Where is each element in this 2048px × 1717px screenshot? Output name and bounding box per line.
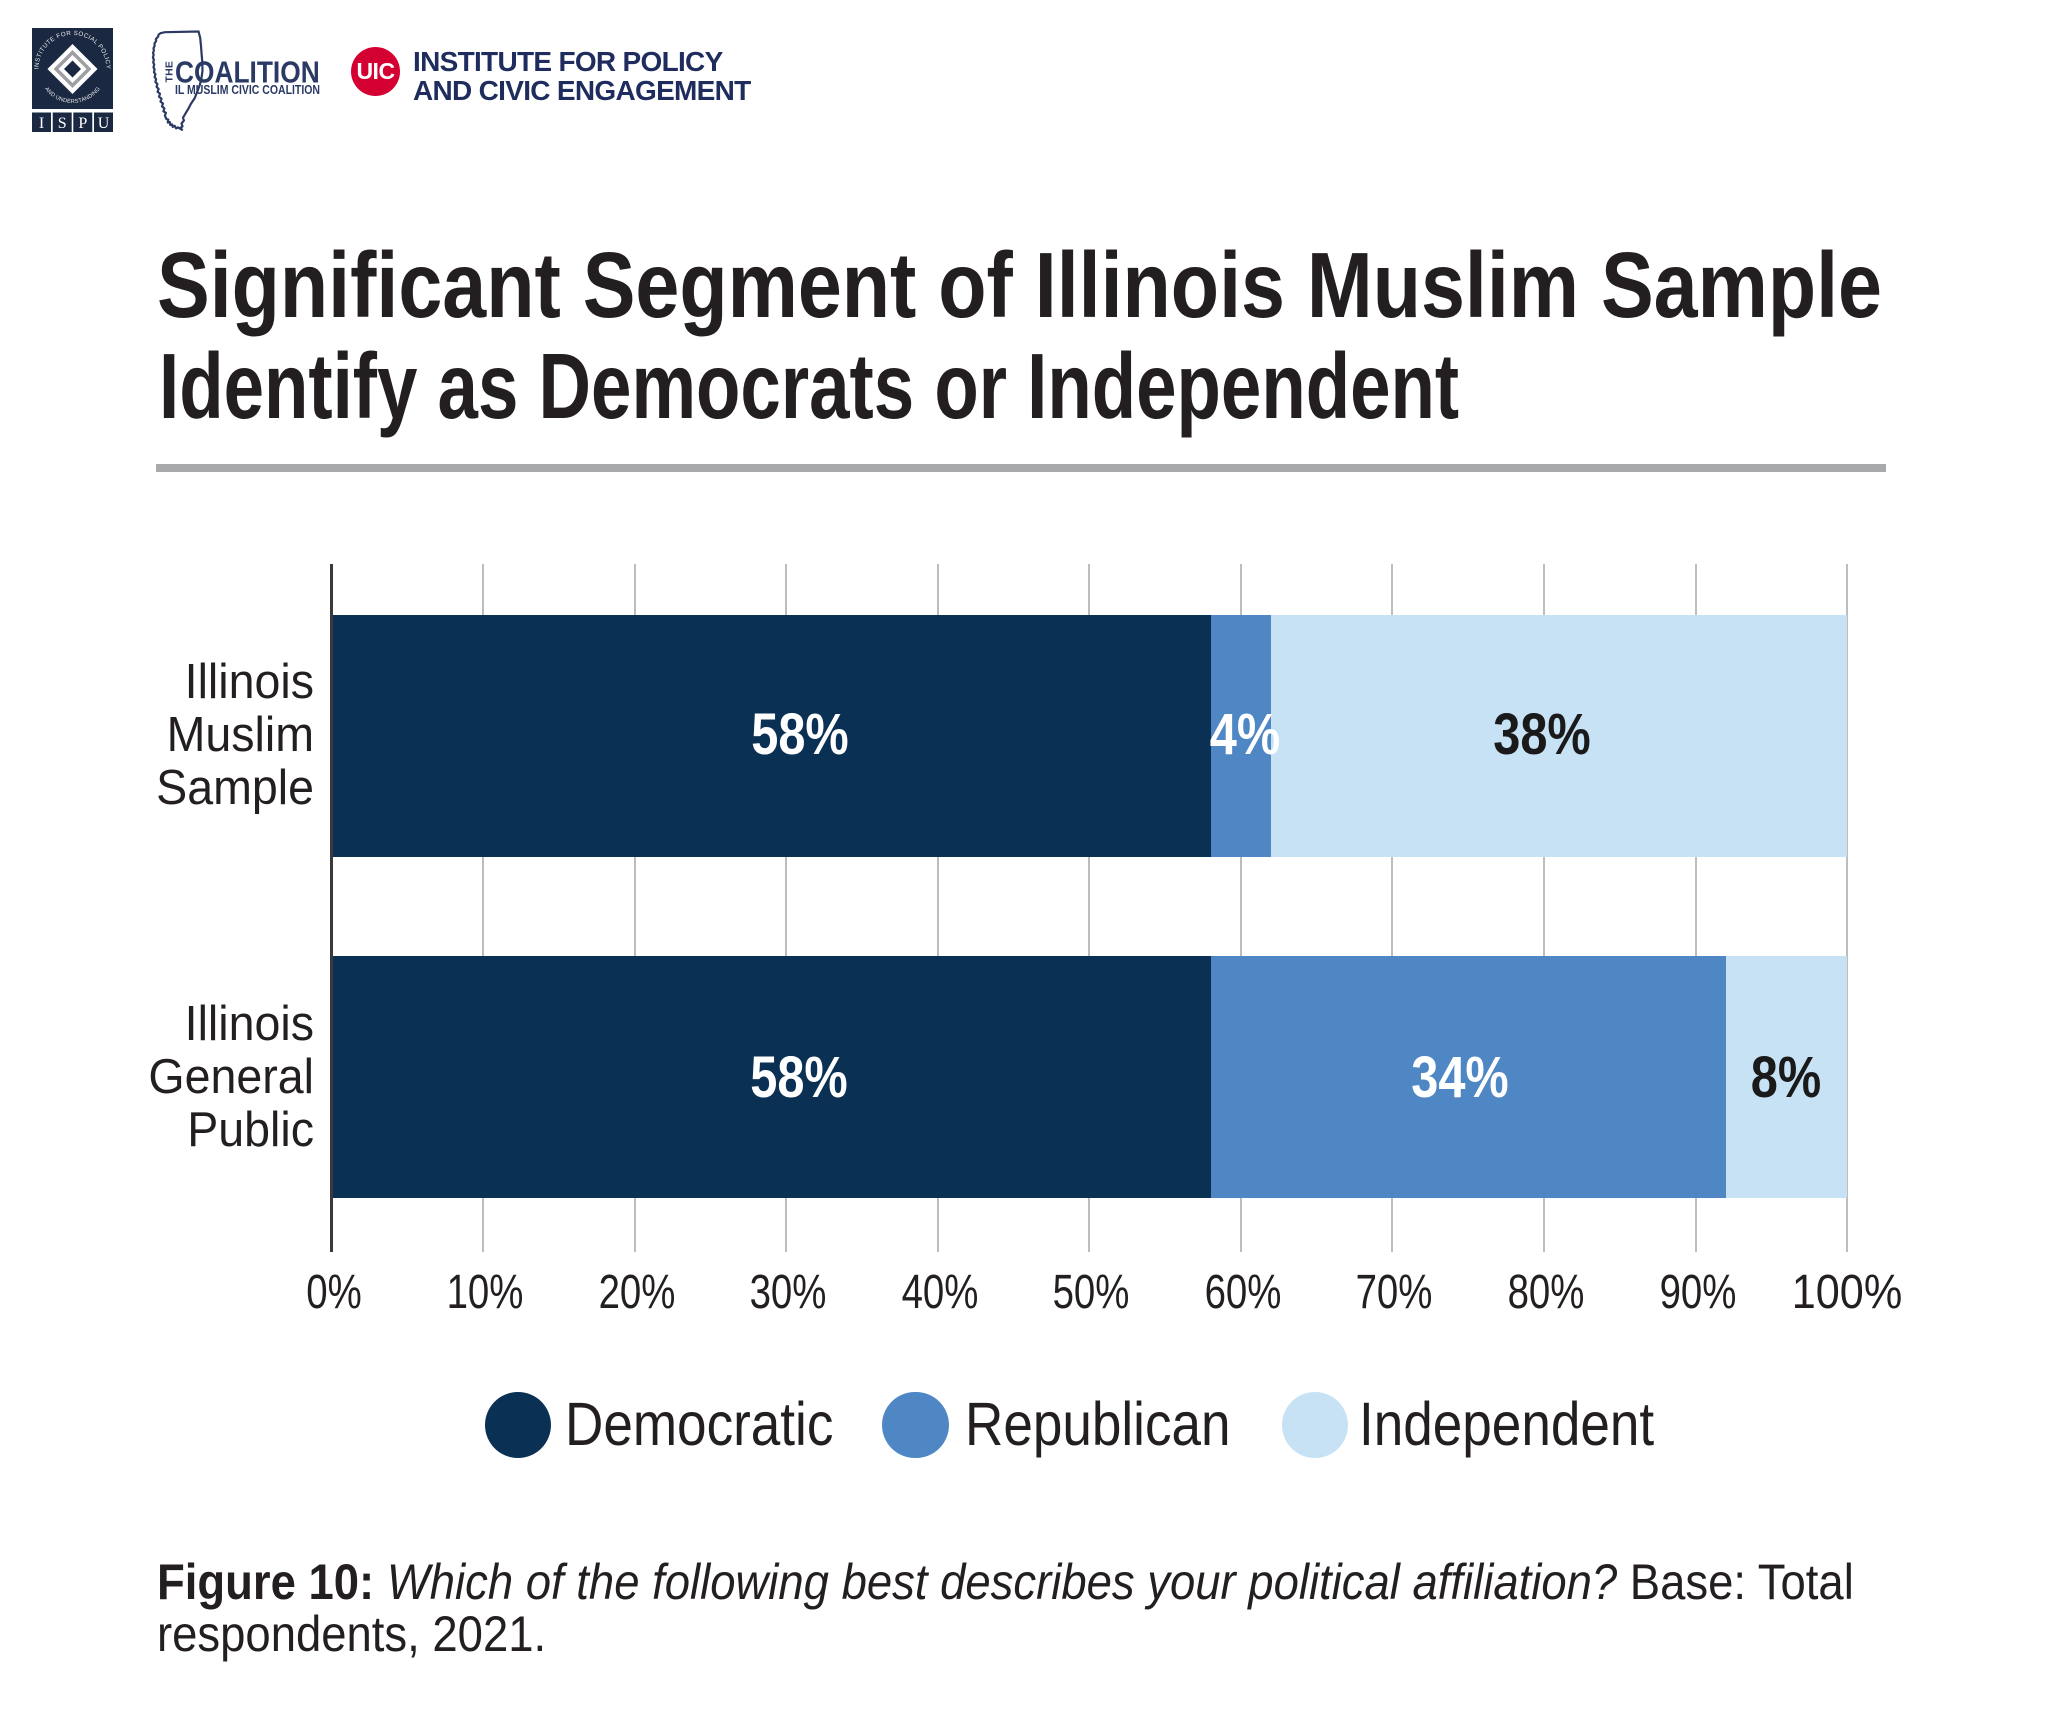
svg-text:P: P xyxy=(78,115,87,132)
svg-text:IL MUSLIM CIVIC COALITION: IL MUSLIM CIVIC COALITION xyxy=(175,82,320,97)
svg-text:U: U xyxy=(98,115,110,132)
svg-text:I: I xyxy=(39,115,44,132)
svg-text:S: S xyxy=(58,115,67,132)
svg-text:COALITION: COALITION xyxy=(175,55,320,90)
svg-text:THE: THE xyxy=(164,61,176,83)
